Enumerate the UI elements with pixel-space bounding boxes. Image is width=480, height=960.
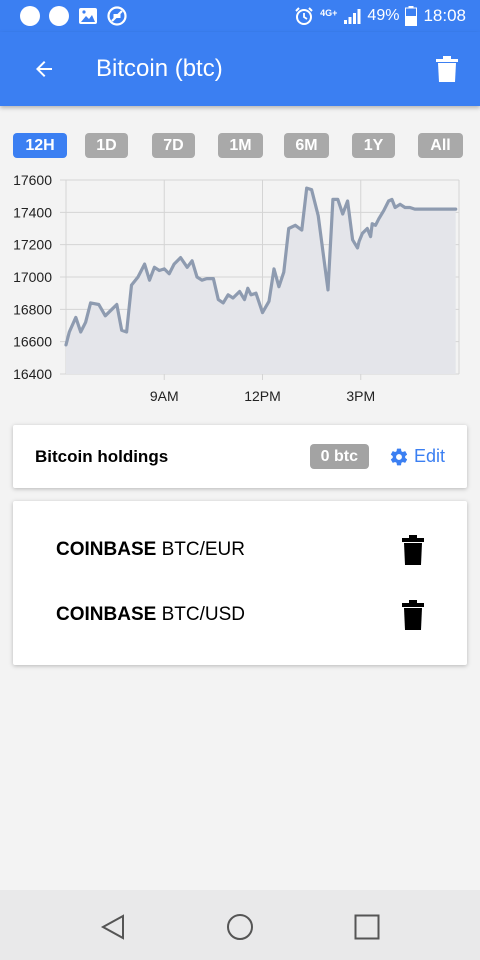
recents-square-icon xyxy=(354,914,380,940)
notification-dot-icon xyxy=(49,6,69,26)
x-tick-label: 12PM xyxy=(244,388,281,404)
status-notifications xyxy=(20,6,127,26)
market-row[interactable]: COINBASE BTC/EUR xyxy=(13,530,467,570)
price-area-fill xyxy=(66,188,456,374)
market-exchange: COINBASE xyxy=(56,539,157,560)
nav-recents-button[interactable] xyxy=(352,912,382,942)
alarm-icon xyxy=(294,6,314,26)
tab-1m[interactable]: 1M xyxy=(218,133,263,158)
tab-1y[interactable]: 1Y xyxy=(352,133,395,158)
status-system: 4G+ 49% 18:08 xyxy=(294,6,466,26)
market-row[interactable]: COINBASE BTC/USD xyxy=(13,595,467,635)
notification-dot-icon xyxy=(20,6,40,26)
delete-market-button[interactable] xyxy=(401,598,425,632)
image-icon xyxy=(78,6,98,26)
clock: 18:08 xyxy=(423,6,466,25)
x-tick-label: 9AM xyxy=(150,388,179,404)
signal-icon xyxy=(343,7,361,25)
price-chart: 17600 17400 17200 17000 16800 16600 16400 9AM 12… xyxy=(13,172,460,404)
trash-icon xyxy=(402,600,424,630)
nav-back-button[interactable] xyxy=(98,912,128,942)
trash-icon xyxy=(436,56,458,82)
tab-1d[interactable]: 1D xyxy=(85,133,128,158)
market-name: COINBASE BTC/EUR xyxy=(56,539,245,561)
market-name: COINBASE BTC/USD xyxy=(56,604,245,626)
market-exchange: COINBASE xyxy=(56,604,157,625)
x-tick-label: 3PM xyxy=(346,388,375,404)
gear-icon xyxy=(390,448,408,465)
navigation-bar xyxy=(0,890,480,960)
nav-home-button[interactable] xyxy=(225,912,255,942)
edit-label: Edit xyxy=(413,446,445,466)
y-tick-label: 16800 xyxy=(13,301,52,317)
y-tick-label: 16400 xyxy=(13,366,52,382)
tab-12h[interactable]: 12H xyxy=(13,133,67,158)
blocked-icon xyxy=(107,6,127,26)
range-tabs: 12H 1D 7D 1M 6M 1Y All xyxy=(13,133,463,158)
markets-card: COINBASE BTC/EUR COINBASE BTC/USD xyxy=(13,501,467,665)
back-button[interactable] xyxy=(24,49,64,89)
page-title: Bitcoin (btc) xyxy=(96,55,223,82)
arrow-left-icon xyxy=(36,61,52,77)
market-pair: BTC/EUR xyxy=(161,539,245,560)
status-bar: 4G+ 49% 18:08 xyxy=(0,0,480,32)
network-type: 4G+ xyxy=(320,7,338,18)
battery-percent: 49% xyxy=(367,7,400,24)
home-circle-icon xyxy=(227,914,253,940)
tab-7d[interactable]: 7D xyxy=(152,133,195,158)
price-series-line xyxy=(64,186,458,347)
trash-icon xyxy=(402,535,424,565)
y-tick-label: 16600 xyxy=(13,334,52,350)
holdings-label: Bitcoin holdings xyxy=(35,446,169,466)
app-bar: Bitcoin (btc) xyxy=(0,32,480,106)
battery-icon xyxy=(405,6,418,26)
back-triangle-icon xyxy=(100,914,124,940)
edit-holdings-button[interactable]: Edit xyxy=(389,446,445,467)
y-tick-label: 17400 xyxy=(13,204,52,220)
holdings-card: Bitcoin holdings 0 btc Edit xyxy=(13,425,467,488)
market-pair: BTC/USD xyxy=(161,604,245,625)
y-tick-label: 17200 xyxy=(13,237,52,253)
holdings-amount-badge: 0 btc xyxy=(309,444,369,469)
y-tick-label: 17000 xyxy=(13,269,52,285)
y-tick-label: 17600 xyxy=(13,172,52,188)
delete-market-button[interactable] xyxy=(401,533,425,567)
tab-all[interactable]: All xyxy=(418,133,463,158)
delete-coin-button[interactable] xyxy=(432,49,462,89)
tab-6m[interactable]: 6M xyxy=(284,133,329,158)
